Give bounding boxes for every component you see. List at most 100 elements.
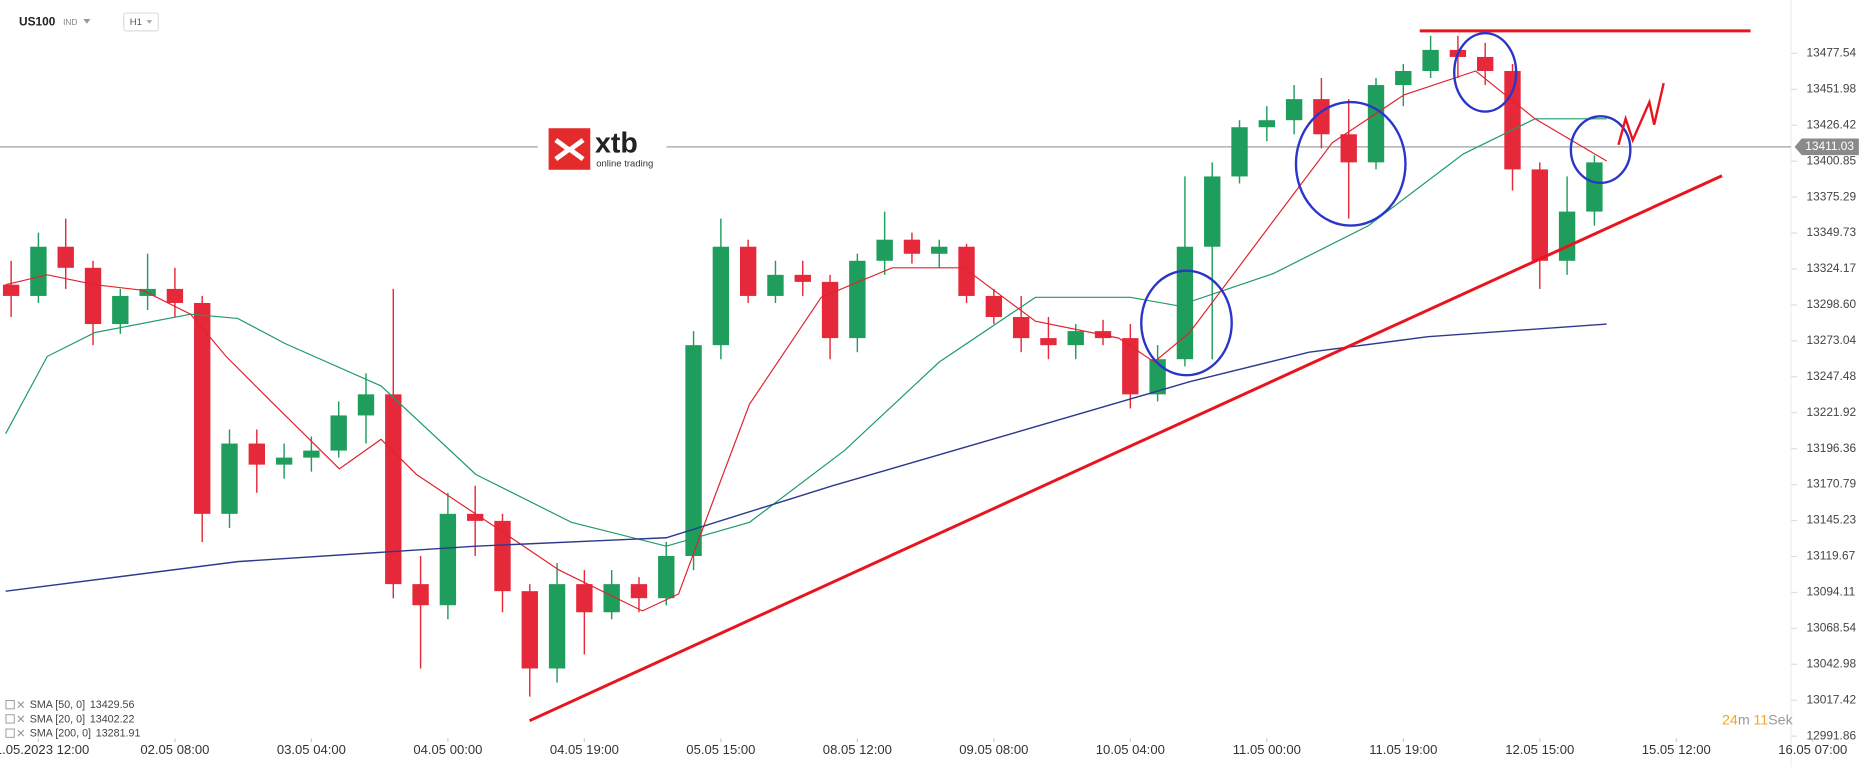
- circle-annotation: [1453, 32, 1518, 113]
- candle-body: [985, 295, 1003, 318]
- candle-body: [1422, 49, 1439, 71]
- candle-body: [685, 345, 702, 557]
- legend-value: 13281.91: [96, 728, 141, 740]
- candle-body: [876, 239, 893, 261]
- legend-name: SMA [20, 0]: [30, 713, 85, 725]
- candle-body: [439, 513, 457, 606]
- candle-body: [57, 246, 74, 268]
- x-tick-label: 04.05 19:00: [550, 742, 619, 757]
- circle-annotation: [1569, 115, 1632, 185]
- candle-body: [521, 591, 538, 669]
- legend-value: 13402.22: [90, 713, 135, 725]
- x-tick-label: 08.05 12:00: [823, 742, 892, 757]
- candle-body: [30, 246, 47, 296]
- candle-body: [357, 394, 375, 416]
- candle-body: [903, 239, 921, 254]
- circle-annotation: [1294, 100, 1407, 227]
- y-tick-label: 13196.36: [1806, 441, 1856, 455]
- legend-entry: SMA [200, 0] 13281.91: [30, 728, 141, 740]
- candle-body: [494, 520, 511, 592]
- y-tick-label: 13451.98: [1806, 81, 1856, 95]
- candle-body: [1258, 120, 1276, 128]
- logo-text: xtb: [595, 127, 638, 159]
- logo: xtb online trading: [537, 123, 667, 174]
- interval-box[interactable]: [123, 12, 159, 32]
- y-tick-label: 13273.04: [1806, 333, 1856, 347]
- x-tick-label: 04.05 00:00: [413, 742, 482, 757]
- candle-body: [739, 246, 757, 296]
- x-tick-label: 09.05 08:00: [959, 742, 1028, 757]
- countdown-seconds: 11: [1753, 712, 1768, 728]
- candle-body: [712, 246, 730, 346]
- candle-body: [1367, 85, 1385, 163]
- candle-body: [248, 443, 265, 465]
- candle-body: [1067, 331, 1084, 346]
- legend-close[interactable]: [17, 701, 25, 709]
- annotations: [528, 29, 1751, 723]
- y-tick-label: 13145.23: [1806, 513, 1856, 527]
- countdown-unit: m: [1738, 712, 1750, 728]
- sma-line: [5, 323, 1607, 592]
- candle-body: [548, 584, 566, 669]
- price-tag: [1794, 138, 1859, 156]
- x-tick-label: 01.05.2023 12:00: [0, 742, 89, 757]
- candle-body: [1531, 169, 1548, 261]
- dropdown-arrow[interactable]: [146, 20, 153, 24]
- y-tick-label: 13375.29: [1806, 189, 1856, 203]
- candle-body: [1285, 99, 1303, 121]
- candle-body: [330, 415, 347, 451]
- y-tick-label: 12991.86: [1806, 728, 1856, 742]
- y-tick-label: 13400.85: [1806, 153, 1856, 167]
- logo-x: [554, 138, 585, 162]
- market: IND: [63, 17, 77, 27]
- candle-body: [1340, 134, 1357, 163]
- legend-close[interactable]: [17, 715, 25, 723]
- candle-body: [931, 246, 948, 254]
- sma-line: [5, 118, 1607, 547]
- countdown-unit: Sek: [1768, 712, 1793, 728]
- y-tick-label: 13017.42: [1806, 692, 1856, 706]
- legend-icon: [5, 728, 15, 738]
- legend-icon: [5, 700, 15, 710]
- candle-body: [385, 394, 402, 585]
- y-tick-label: 13426.42: [1806, 117, 1856, 131]
- candle-body: [767, 274, 784, 296]
- candle-body: [275, 457, 293, 465]
- candle-body: [603, 584, 620, 613]
- dropdown-arrow[interactable]: [83, 18, 91, 24]
- candle-body: [1231, 127, 1248, 177]
- logo-tagline: online trading: [596, 158, 653, 169]
- candle-body: [1586, 162, 1603, 212]
- legend-close[interactable]: [17, 729, 25, 737]
- x-tick-label: 11.05 19:00: [1369, 742, 1437, 757]
- interval[interactable]: H1: [130, 17, 142, 28]
- x-tick-label: 05.05 15:00: [686, 742, 755, 757]
- countdown-minutes: 24: [1722, 712, 1738, 728]
- y-tick-label: 13094.11: [1806, 585, 1855, 599]
- candle-body: [849, 260, 866, 339]
- candle-body: [1395, 70, 1412, 86]
- sma-line: [5, 70, 1607, 612]
- legend-name: SMA [200, 0]: [30, 728, 91, 740]
- candle-body: [303, 450, 320, 458]
- y-tick-label: 13477.54: [1806, 46, 1856, 60]
- forecast-zigzag: [1617, 82, 1665, 146]
- x-tick-label: 02.05 08:00: [140, 742, 209, 757]
- legend-icon: [5, 714, 15, 724]
- y-tick-label: 13298.60: [1806, 297, 1856, 311]
- candle-body: [794, 274, 811, 282]
- candle-body: [166, 288, 184, 303]
- candle-body: [576, 584, 593, 613]
- y-tick-label: 13349.73: [1806, 225, 1856, 239]
- y-tick-label: 13119.67: [1806, 549, 1855, 563]
- x-tick-label: 10.05 04:00: [1096, 742, 1165, 757]
- legend-entry: SMA [50, 0] 13429.56: [30, 699, 135, 711]
- x-tick-label: 11.05 00:00: [1233, 742, 1301, 757]
- countdown: 24m 11Sek: [1722, 712, 1794, 728]
- legend-name: SMA [50, 0]: [30, 699, 85, 711]
- symbol[interactable]: US100: [19, 15, 56, 29]
- candle-body: [112, 295, 129, 325]
- candle-body: [1204, 176, 1221, 247]
